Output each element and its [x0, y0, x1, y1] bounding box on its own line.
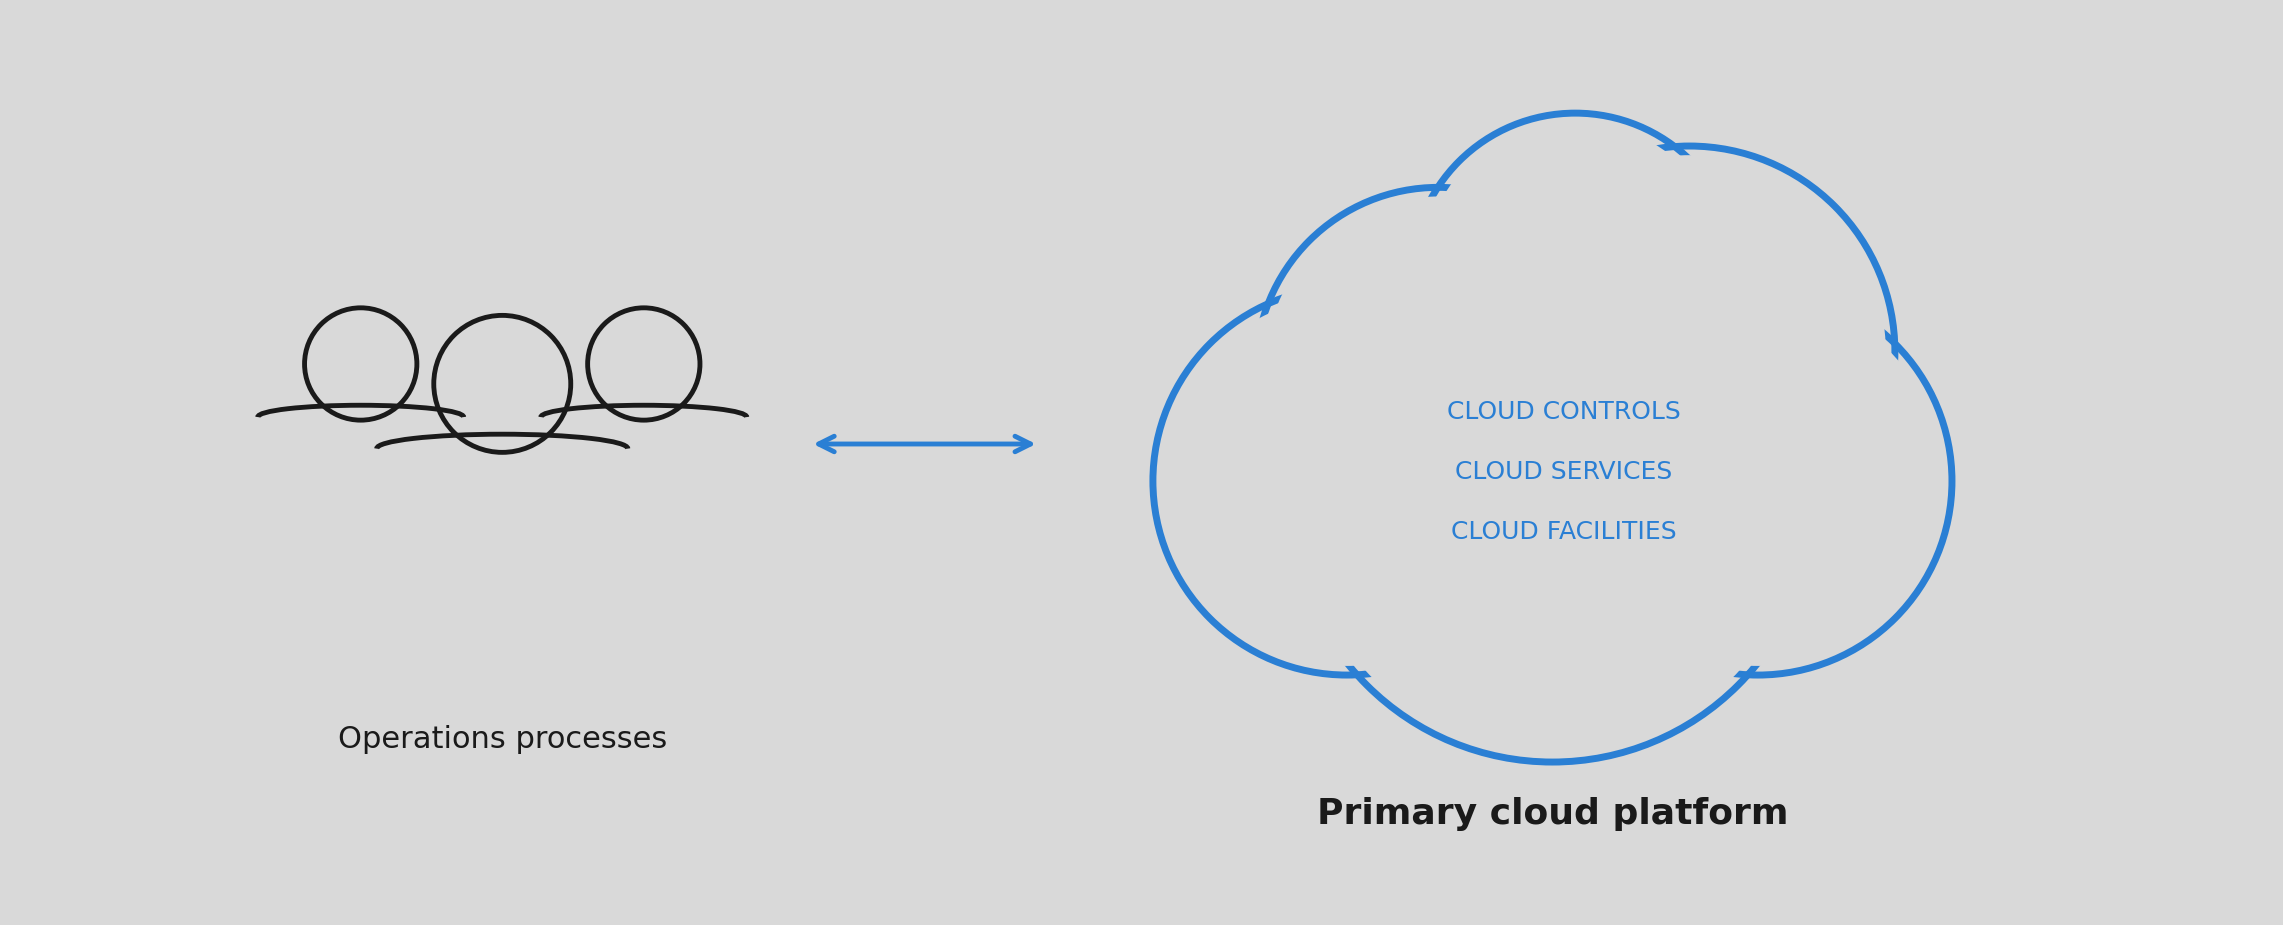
Ellipse shape: [1265, 196, 1612, 544]
Ellipse shape: [1420, 122, 1731, 433]
Text: Primary cloud platform: Primary cloud platform: [1317, 797, 1788, 831]
Ellipse shape: [1411, 113, 1740, 442]
Text: CLOUD CONTROLS: CLOUD CONTROLS: [1447, 400, 1680, 424]
Ellipse shape: [1299, 246, 1806, 753]
Ellipse shape: [1564, 287, 1952, 675]
Ellipse shape: [1256, 188, 1621, 552]
Ellipse shape: [1153, 287, 1541, 675]
Ellipse shape: [1493, 155, 1886, 548]
Ellipse shape: [1162, 296, 1532, 666]
Ellipse shape: [1573, 296, 1943, 666]
Ellipse shape: [1484, 146, 1895, 557]
Text: Operations processes: Operations processes: [338, 725, 667, 755]
Text: CLOUD FACILITIES: CLOUD FACILITIES: [1452, 520, 1676, 544]
Ellipse shape: [1290, 237, 1815, 762]
Text: CLOUD SERVICES: CLOUD SERVICES: [1454, 460, 1673, 484]
